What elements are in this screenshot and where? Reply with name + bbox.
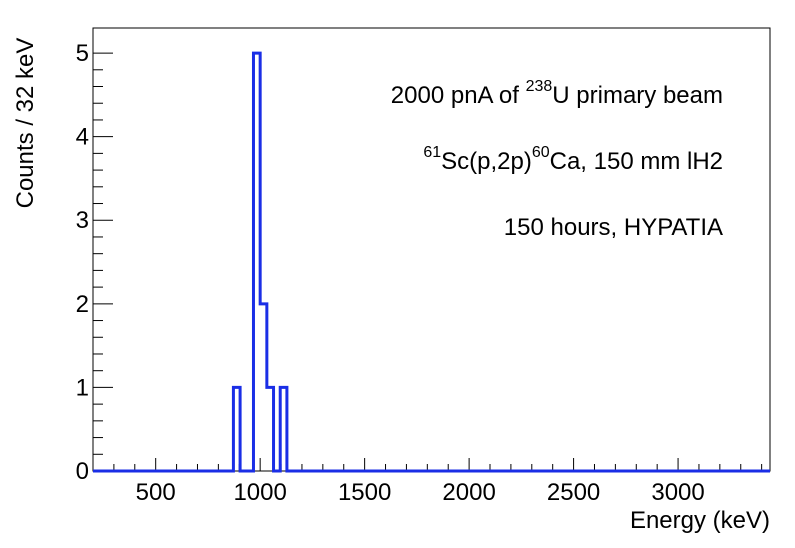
annotation-duration: 150 hours, HYPATIA xyxy=(504,214,723,241)
x-tick-label: 3000 xyxy=(651,479,704,506)
histogram-series xyxy=(93,51,770,473)
x-tick-label: 500 xyxy=(136,479,176,506)
x-tick-label: 1500 xyxy=(338,479,391,506)
x-axis-label: Energy (keV) xyxy=(630,507,770,534)
annotation-beam-mass: 238 xyxy=(526,78,553,95)
annotation-reaction-mass2: 60 xyxy=(532,144,550,161)
annotation-reaction-mid: Sc(p,2p) xyxy=(441,148,532,175)
y-axis-ticks: 0 1 2 3 4 5 xyxy=(76,40,113,485)
y-tick-label: 3 xyxy=(76,207,89,234)
y-tick-label: 5 xyxy=(76,40,89,67)
annotation-beam-suffix: U primary beam xyxy=(552,82,723,109)
annotation-reaction-mass1: 61 xyxy=(423,144,441,161)
y-tick-label: 4 xyxy=(76,124,89,151)
y-tick-label: 2 xyxy=(76,291,89,318)
x-axis-ticks: 500 1000 1500 2000 2500 3000 xyxy=(92,458,763,506)
x-tick-label: 2500 xyxy=(547,479,600,506)
annotation-beam-prefix: 2000 pnA of xyxy=(391,82,526,109)
annotation-beam: 2000 pnA of 238U primary beam xyxy=(391,78,723,109)
y-tick-label: 1 xyxy=(76,374,89,401)
annotation-reaction-suffix: Ca, 150 mm lH2 xyxy=(550,148,723,175)
y-tick-label: 0 xyxy=(76,458,89,485)
x-tick-label: 2000 xyxy=(442,479,495,506)
annotation-reaction: 61Sc(p,2p)60Ca, 150 mm lH2 xyxy=(423,144,723,175)
x-tick-label: 1000 xyxy=(233,479,286,506)
y-axis-label: Counts / 32 keV xyxy=(12,38,39,209)
